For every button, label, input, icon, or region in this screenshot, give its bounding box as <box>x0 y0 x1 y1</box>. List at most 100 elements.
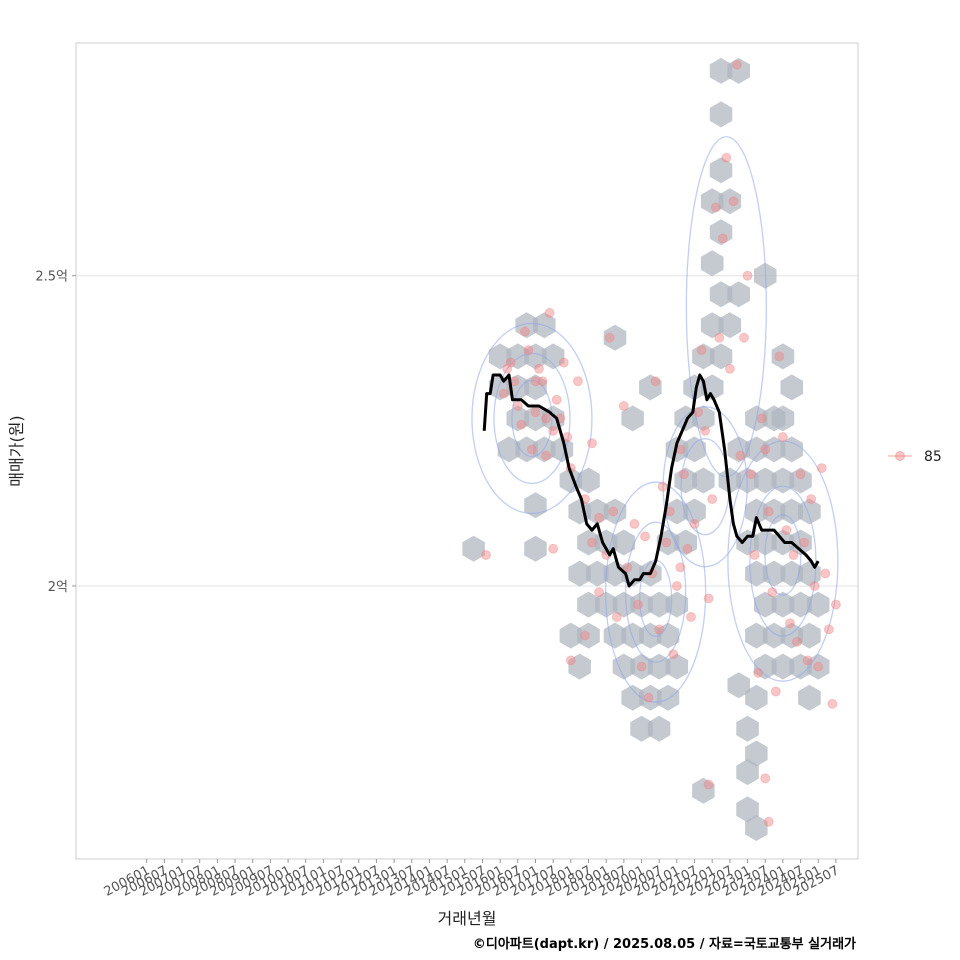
data-point <box>816 463 827 474</box>
hex-bin <box>762 498 786 525</box>
data-point <box>749 549 760 560</box>
data-point <box>756 413 767 424</box>
hex-bin <box>647 653 671 680</box>
data-point <box>544 307 555 318</box>
hex-bin <box>709 157 733 184</box>
data-point <box>629 518 640 529</box>
data-point <box>537 376 548 387</box>
x-axis-ticks: 2006012006072007012007072008012008072009… <box>102 859 842 900</box>
hex-bin <box>709 57 733 84</box>
hex-bin <box>674 529 697 556</box>
hex-bin <box>727 281 750 308</box>
hex-bin <box>647 591 671 618</box>
hex-bin <box>568 653 591 680</box>
hex-bin <box>745 684 768 711</box>
data-point <box>724 363 735 374</box>
hex-bin <box>462 535 485 562</box>
y-axis-title: 매매가(원) <box>7 415 26 486</box>
data-point <box>530 407 541 418</box>
data-point <box>742 270 753 281</box>
data-point <box>802 655 813 666</box>
hex-bin <box>727 57 750 84</box>
data-point <box>703 779 714 790</box>
legend-label: 85 <box>924 449 942 465</box>
hex-bin <box>524 405 547 432</box>
hex-bin <box>683 374 706 401</box>
data-point <box>792 636 803 647</box>
hex-bin <box>612 529 636 556</box>
hex-bin <box>515 312 538 339</box>
hex-bin <box>709 281 733 308</box>
hex-bin <box>754 467 777 494</box>
hex-bin <box>603 560 627 587</box>
data-point <box>548 543 559 554</box>
data-point <box>717 233 728 244</box>
hex-bin <box>771 343 795 370</box>
data-point <box>632 599 643 610</box>
hex-bin <box>577 467 600 494</box>
hex-bin <box>771 653 795 680</box>
hex-bin <box>656 684 680 711</box>
data-point <box>548 425 559 436</box>
hex-bin <box>709 101 733 128</box>
data-point <box>774 351 785 362</box>
hex-bin <box>630 715 653 742</box>
data-point <box>671 580 682 591</box>
hex-bin <box>488 343 512 370</box>
data-point <box>813 661 824 672</box>
hex-bin <box>603 622 627 649</box>
hex-bin <box>700 250 724 277</box>
density-contour <box>625 521 687 663</box>
hex-bin <box>718 188 742 215</box>
density-contour <box>662 406 748 568</box>
hex-bin <box>789 591 812 618</box>
hex-bin <box>603 498 627 525</box>
data-point <box>604 332 615 343</box>
y-axis-ticks: 2억 2.5억 <box>35 270 76 595</box>
data-point <box>572 376 583 387</box>
hex-bin <box>780 374 803 401</box>
hex-bin <box>736 715 759 742</box>
hex-bin <box>736 759 759 786</box>
data-point <box>579 630 590 641</box>
data-point <box>830 599 841 610</box>
data-point <box>643 692 654 703</box>
transaction-points <box>480 59 841 827</box>
hex-bin <box>612 653 636 680</box>
hex-bin <box>568 560 591 587</box>
data-point <box>795 469 806 480</box>
data-point <box>526 444 537 455</box>
data-point <box>650 376 661 387</box>
data-point <box>594 512 605 523</box>
data-point <box>675 562 686 573</box>
hex-bin <box>762 436 786 463</box>
data-point <box>735 450 746 461</box>
hex-bin <box>577 622 600 649</box>
data-point <box>777 432 788 443</box>
moving-average-line <box>482 373 820 588</box>
data-point <box>498 388 509 399</box>
hex-bin <box>524 343 547 370</box>
data-point <box>700 425 711 436</box>
hex-bin <box>771 405 795 432</box>
data-point <box>753 667 764 678</box>
data-point <box>689 518 700 529</box>
hex-bin <box>718 467 742 494</box>
hex-bin <box>665 653 689 680</box>
data-point <box>809 580 820 591</box>
hex-bin <box>745 815 768 841</box>
hex-bin <box>736 796 759 823</box>
hex-bin <box>700 188 724 215</box>
data-point <box>534 363 545 374</box>
data-point <box>587 438 598 449</box>
data-point <box>640 531 651 542</box>
data-point <box>657 481 668 492</box>
density-contour <box>493 352 571 485</box>
data-point <box>480 549 491 560</box>
hex-bin <box>656 622 680 649</box>
data-point <box>781 525 792 536</box>
data-point <box>739 332 750 343</box>
data-point <box>608 506 619 517</box>
data-point <box>721 152 732 163</box>
